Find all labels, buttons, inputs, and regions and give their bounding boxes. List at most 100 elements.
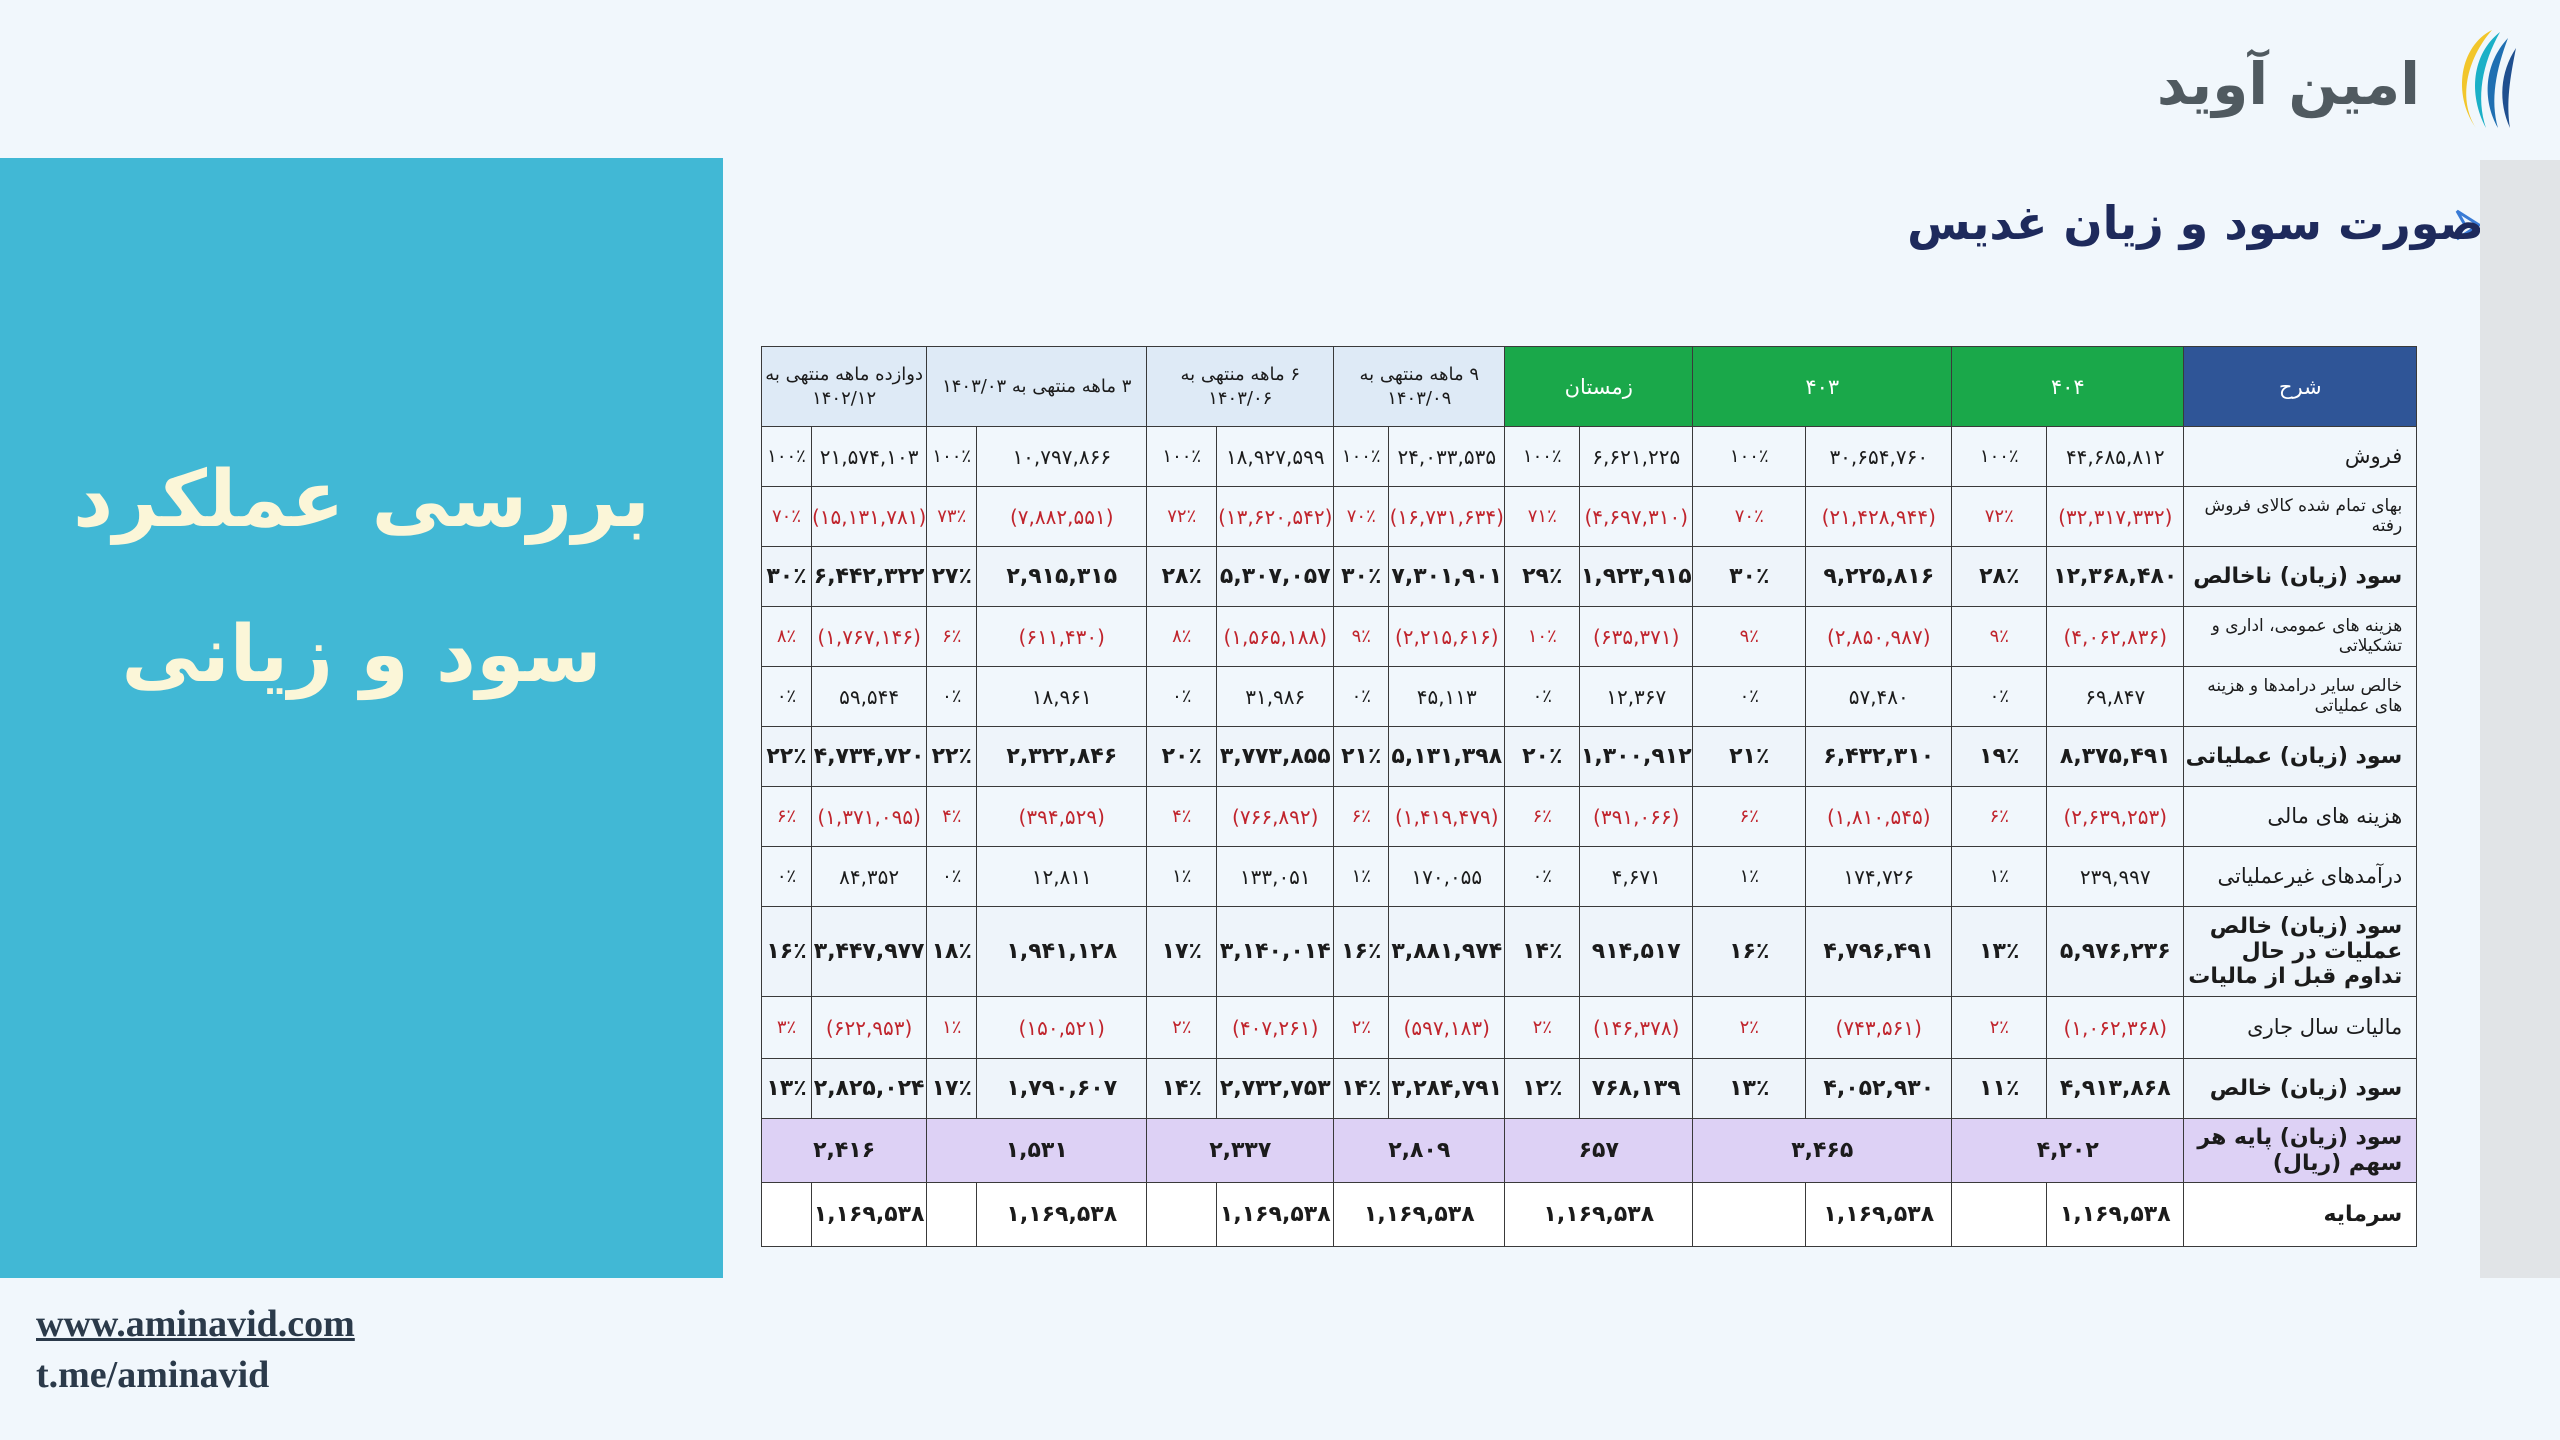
cell-404-pct: ۶٪: [1951, 786, 2048, 847]
chevron-right-icon: [2455, 209, 2482, 241]
row-label: سود (زیان) خالص عملیات در حال تداوم قبل …: [2183, 906, 2418, 997]
cell-winter-pct: ۱۴٪: [1504, 906, 1581, 997]
header-3month: ۳ ماهه منتهی به ۱۴۰۳/۰۳: [926, 346, 1148, 427]
cell-m12-pct: ۲۲٪: [761, 726, 812, 787]
cell-m9-pct: ۲۱٪: [1333, 726, 1390, 787]
cell-m9-pct: ۱٪: [1333, 846, 1390, 907]
cell-m3-value: (۳۹۴,۵۲۹): [976, 786, 1148, 847]
cell-m9-pct: ۲٪: [1333, 996, 1390, 1059]
cell-m6-pct: ۴٪: [1146, 786, 1218, 847]
cell-m3-value: (۷,۸۸۲,۵۵۱): [976, 486, 1148, 547]
cell-winter-pct: ۱۰۰٪: [1504, 426, 1581, 487]
cell-winter-pct: ۰٪: [1504, 846, 1581, 907]
cell-m9-capital: ۱,۱۶۹,۵۳۸: [1333, 1182, 1506, 1247]
row-label: هزینه های مالی: [2183, 786, 2418, 847]
cell-m9-value: (۵۹۷,۱۸۳): [1388, 996, 1506, 1059]
cell-winter-pct: ۲۰٪: [1504, 726, 1581, 787]
cell-m9-pct: ۱۰۰٪: [1333, 426, 1390, 487]
cell-m9-value: ۲۴,۰۳۳,۵۳۵: [1388, 426, 1506, 487]
cell-403-value: (۱,۸۱۰,۵۴۵): [1805, 786, 1953, 847]
cell-404-pct: ۱٪: [1951, 846, 2048, 907]
cell-m6-pct: ۱۷٪: [1146, 906, 1218, 997]
cell-m6-pct: ۱٪: [1146, 846, 1218, 907]
cell-403-value: ۵۷,۴۸۰: [1805, 666, 1953, 727]
aminavid-logo-icon: [2462, 30, 2516, 128]
cell-m3-capital: ۱,۱۶۹,۵۳۸: [976, 1182, 1148, 1247]
cell-m6-pct: ۷۲٪: [1146, 486, 1218, 547]
cell-m3-pct: ۷۳٪: [926, 486, 978, 547]
cell-m9-value: ۷,۳۰۱,۹۰۱: [1388, 546, 1506, 607]
cell-m6-value: (۱۳,۶۲۰,۵۴۲): [1216, 486, 1335, 547]
cell-404-value: ۸,۳۷۵,۴۹۱: [2046, 726, 2185, 787]
cell-m3-value: ۲,۳۲۲,۸۴۶: [976, 726, 1148, 787]
cell-403-pct: ۱۶٪: [1692, 906, 1807, 997]
cell-m9-pct: ۷۰٪: [1333, 486, 1390, 547]
cell-403-value: (۲,۸۵۰,۹۸۷): [1805, 606, 1953, 667]
cell-m3-pct: ۱۷٪: [926, 1058, 978, 1119]
telegram-link[interactable]: t.me/aminavid: [36, 1354, 270, 1396]
cell-winter-pct: ۲۹٪: [1504, 546, 1581, 607]
eps-row: ۲,۴۱۶ ۱,۵۳۱ ۲,۳۳۷ ۲,۸۰۹ ۶۵۷ ۳,۴۶۵ ۴,۲۰۲ …: [760, 1118, 2418, 1183]
cell-403-pct: ۹٪: [1692, 606, 1807, 667]
cell-403-value: ۱۷۴,۷۲۶: [1805, 846, 1953, 907]
cell-m6-value: (۱,۵۶۵,۱۸۸): [1216, 606, 1335, 667]
cell-m12-value: ۶,۴۴۲,۳۲۲: [810, 546, 928, 607]
cell-403-value: ۴,۷۹۶,۴۹۱: [1805, 906, 1953, 997]
cell-winter-value: (۶۳۵,۳۷۱): [1579, 606, 1694, 667]
header-winter: زمستان: [1504, 346, 1694, 427]
cell-404-value: ۴۴,۶۸۵,۸۱۲: [2046, 426, 2185, 487]
cell-m9-pct: ۱۶٪: [1333, 906, 1390, 997]
cell-m12-pct: ۱۶٪: [761, 906, 812, 997]
cell-m6-value: ۳,۷۷۳,۸۵۵: [1216, 726, 1335, 787]
cell-403-pct: ۷۰٪: [1692, 486, 1807, 547]
cell-404-value: (۳۲,۳۱۷,۳۳۲): [2046, 486, 2185, 547]
cell-m6-pct: ۲۰٪: [1146, 726, 1218, 787]
cell-403-value: ۹,۲۲۵,۸۱۶: [1805, 546, 1953, 607]
website-link[interactable]: www.aminavid.com: [36, 1303, 355, 1345]
header-12month: دوازده ماهه منتهی به ۱۴۰۲/۱۲: [760, 346, 928, 427]
cell-m12-pct: ۸٪: [761, 606, 812, 667]
cell-m6-value: ۲,۷۳۲,۷۵۳: [1216, 1058, 1335, 1119]
cell-403-pct: ۶٪: [1692, 786, 1807, 847]
cell-winter-value: ۶,۶۲۱,۲۲۵: [1579, 426, 1694, 487]
cell-m12-pct: ۳۰٪: [761, 546, 812, 607]
cell-m3-value: ۱۸,۹۶۱: [976, 666, 1148, 727]
cell-m9-value: ۳,۲۸۴,۷۹۱: [1388, 1058, 1506, 1119]
cell-m3-pct: ۲۷٪: [926, 546, 978, 607]
cell-m6-value: ۳,۱۴۰,۰۱۴: [1216, 906, 1335, 997]
cell-403-pct: ۲٪: [1692, 996, 1807, 1059]
cell-403-pct: ۳۰٪: [1692, 546, 1807, 607]
cell-m3-value: ۱۰,۷۹۷,۸۶۶: [976, 426, 1148, 487]
cell-m9-value: (۱,۴۱۹,۴۷۹): [1388, 786, 1506, 847]
cell-404-value: (۲,۶۳۹,۲۵۳): [2046, 786, 2185, 847]
row-label: مالیات سال جاری: [2183, 996, 2418, 1059]
cell-404-eps: ۴,۲۰۲: [1951, 1118, 2185, 1183]
header-period-403: ۴۰۳: [1692, 346, 1953, 427]
cell-m12-empty: [761, 1182, 812, 1247]
cell-404-pct: ۹٪: [1951, 606, 2048, 667]
cell-m12-value: ۲۱,۵۷۴,۱۰۳: [810, 426, 928, 487]
cell-m12-capital: ۱,۱۶۹,۵۳۸: [810, 1182, 928, 1247]
cell-winter-pct: ۱۲٪: [1504, 1058, 1581, 1119]
cell-m9-pct: ۹٪: [1333, 606, 1390, 667]
cell-m9-pct: ۱۴٪: [1333, 1058, 1390, 1119]
cell-m6-pct: ۲۸٪: [1146, 546, 1218, 607]
cell-m6-value: (۷۶۶,۸۹۲): [1216, 786, 1335, 847]
cell-404-empty: [1951, 1182, 2048, 1247]
cell-winter-value: ۹۱۴,۵۱۷: [1579, 906, 1694, 997]
table-row: ۳۰٪ ۶,۴۴۲,۳۲۲ ۲۷٪ ۲,۹۱۵,۳۱۵ ۲۸٪ ۵,۳۰۷,۰۵…: [761, 546, 2418, 607]
left-panel: [0, 158, 723, 1278]
row-label: سود (زیان) ناخالص: [2183, 546, 2418, 607]
cell-m3-pct: ۱۰۰٪: [926, 426, 978, 487]
cell-m3-value: ۲,۹۱۵,۳۱۵: [976, 546, 1148, 607]
cell-winter-pct: ۱۰٪: [1504, 606, 1581, 667]
cell-m6-pct: ۲٪: [1146, 996, 1218, 1059]
cell-winter-value: ۱,۳۰۰,۹۱۲: [1579, 726, 1694, 787]
table-row: ۱۳٪ ۲,۸۲۵,۰۲۴ ۱۷٪ ۱,۷۹۰,۶۰۷ ۱۴٪ ۲,۷۳۲,۷۵…: [761, 1058, 2418, 1119]
cell-404-value: ۵,۹۷۶,۲۳۶: [2046, 906, 2185, 997]
cell-403-value: ۳۰,۶۵۴,۷۶۰: [1805, 426, 1953, 487]
table-row: ۷۰٪ (۱۵,۱۳۱,۷۸۱) ۷۳٪ (۷,۸۸۲,۵۵۱) ۷۲٪ (۱۳…: [761, 486, 2418, 547]
cell-404-pct: ۱۰۰٪: [1951, 426, 2048, 487]
cell-m3-value: ۱,۹۴۱,۱۲۸: [976, 906, 1148, 997]
brand-logo[interactable]: امین آوید: [2130, 22, 2530, 142]
